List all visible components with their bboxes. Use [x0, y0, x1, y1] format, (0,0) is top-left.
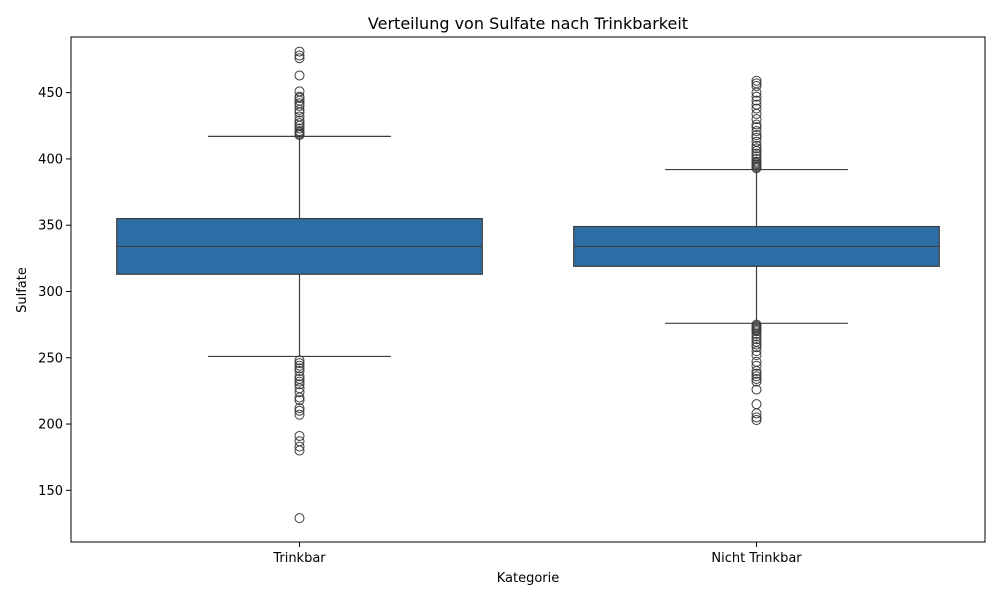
outlier-point: [294, 409, 305, 420]
y-axis: 150 200 250 300 350 400 450: [38, 86, 71, 499]
y-tick-label: 400: [38, 152, 63, 167]
outlier-point: [751, 408, 762, 419]
outlier-point: [294, 98, 305, 109]
outlier-point: [751, 399, 762, 410]
outlier-point: [294, 445, 305, 456]
outlier-point: [751, 103, 762, 114]
chart-title: Verteilung von Sulfate nach Trinkbarkeit: [368, 14, 688, 33]
outlier-point: [751, 350, 762, 361]
outlier-point: [294, 441, 305, 452]
outlier-point: [751, 384, 762, 395]
box-1: [116, 46, 483, 524]
outlier-point: [294, 91, 305, 102]
outlier-point: [751, 156, 762, 167]
outlier-point: [751, 368, 762, 379]
outlier-point: [294, 360, 305, 371]
outlier-point: [294, 379, 305, 390]
outlier-point: [751, 342, 762, 353]
outlier-point: [294, 86, 305, 97]
y-tick-label: 250: [38, 351, 63, 366]
outlier-point: [294, 115, 305, 126]
outlier-point: [294, 70, 305, 81]
outlier-point: [751, 95, 762, 106]
outlier-point: [294, 46, 305, 57]
outlier-point: [294, 430, 305, 441]
outlier-point: [751, 132, 762, 143]
outlier-point: [751, 360, 762, 371]
y-tick-label: 150: [38, 484, 63, 499]
plot-frame: [70, 36, 986, 543]
outlier-point: [751, 108, 762, 119]
outlier-point: [294, 387, 305, 398]
x-axis-label: Kategorie: [497, 571, 560, 586]
outlier-point: [751, 151, 762, 162]
outlier-point: [751, 114, 762, 125]
outlier-point: [294, 403, 305, 414]
outlier-point: [294, 513, 305, 524]
outlier-point: [751, 75, 762, 86]
outlier-point: [294, 371, 305, 382]
outlier-point: [751, 130, 762, 141]
outlier-point: [751, 373, 762, 384]
y-tick-label: 200: [38, 418, 63, 433]
outlier-point: [294, 50, 305, 61]
y-axis-label: Sulfate: [15, 267, 30, 313]
outlier-point: [294, 53, 305, 64]
outlier-point: [751, 339, 762, 350]
outlier-point: [751, 336, 762, 347]
outlier-point: [294, 373, 305, 384]
outlier-point: [751, 91, 762, 102]
x-tick-label: Trinkbar: [272, 551, 326, 566]
outlier-point: [751, 412, 762, 423]
outlier-point: [751, 136, 762, 147]
outlier-point: [751, 319, 762, 330]
outlier-point: [294, 358, 305, 369]
outlier-point: [294, 111, 305, 122]
outlier-point: [294, 355, 305, 366]
outlier-point: [751, 78, 762, 89]
outlier-point: [751, 119, 762, 130]
outlier-point: [751, 415, 762, 426]
outlier-point: [294, 436, 305, 447]
outlier-point: [294, 118, 305, 129]
outlier-point: [751, 153, 762, 164]
outlier-point: [751, 122, 762, 133]
y-tick-label: 450: [38, 86, 63, 101]
outlier-point: [751, 126, 762, 137]
outlier-point: [751, 371, 762, 382]
outlier-point: [751, 140, 762, 151]
box-group: [116, 46, 940, 524]
outlier-point: [294, 126, 305, 137]
outlier-point: [294, 366, 305, 377]
outlier-point: [751, 376, 762, 387]
outlier-point: [294, 363, 305, 374]
x-axis: Trinkbar Nicht Trinkbar: [272, 542, 802, 566]
outlier-point: [751, 99, 762, 110]
outlier-point: [294, 376, 305, 387]
outlier-point: [294, 405, 305, 416]
outlier-point: [751, 81, 762, 92]
y-tick-label: 300: [38, 285, 63, 300]
x-tick-label: Nicht Trinkbar: [711, 551, 802, 566]
outlier-point: [751, 148, 762, 159]
box-2: [573, 75, 940, 426]
outlier-point: [294, 123, 305, 134]
y-tick-label: 350: [38, 219, 63, 234]
outlier-point: [751, 356, 762, 367]
outlier-point: [751, 143, 762, 154]
outlier-point: [294, 395, 305, 406]
